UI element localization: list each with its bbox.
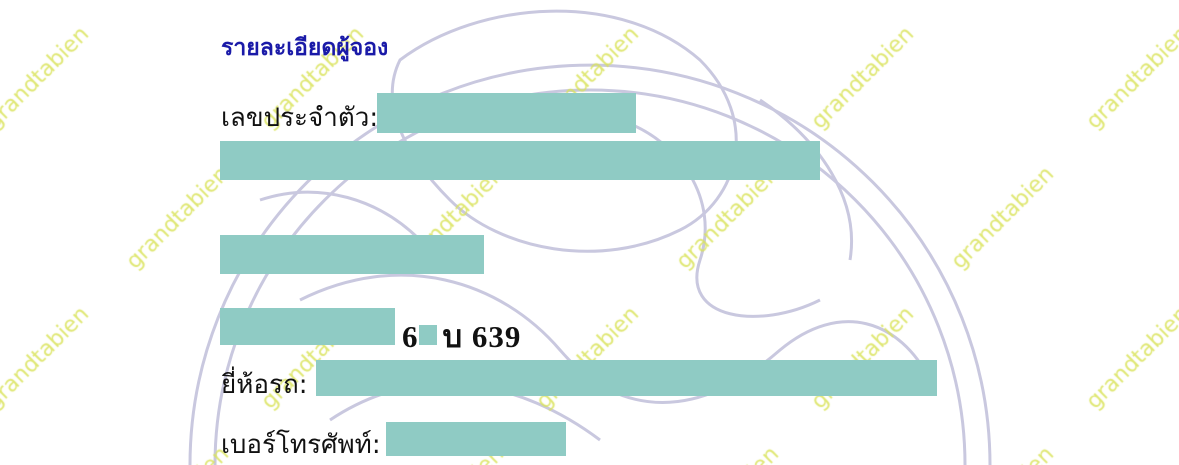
- plate-digit: 6: [402, 319, 419, 354]
- redacted-field: [220, 235, 484, 274]
- page-title: รายละเอียดผู้จอง: [221, 35, 389, 61]
- redacted-name: [220, 141, 820, 180]
- phone-label: เบอร์โทรศัพท์:: [221, 430, 381, 460]
- redacted-plate-label: [220, 308, 395, 345]
- redacted-id: [377, 93, 636, 133]
- plate-rest: บ 639: [442, 319, 522, 354]
- brand-label: ยี่ห้อรถ:: [221, 370, 308, 400]
- redacted-phone: [386, 422, 566, 456]
- plate-number: 6 บ 639: [402, 311, 521, 361]
- redacted-brand: [316, 360, 937, 396]
- id-label: เลขประจำตัว:: [221, 103, 379, 133]
- redacted-plate-char: [419, 325, 437, 345]
